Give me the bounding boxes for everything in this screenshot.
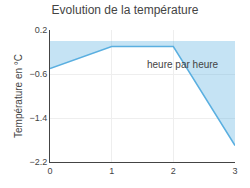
svg-text:1: 1 <box>109 166 114 176</box>
svg-text:0.2: 0.2 <box>35 25 48 35</box>
svg-text:−0.6: −0.6 <box>29 69 47 79</box>
svg-text:Température en °C: Température en °C <box>13 54 24 138</box>
svg-text:−1.4: −1.4 <box>29 113 47 123</box>
svg-text:0: 0 <box>47 166 52 176</box>
svg-text:3: 3 <box>232 166 237 176</box>
svg-text:heure par heure: heure par heure <box>147 59 219 70</box>
svg-text:−2.2: −2.2 <box>29 157 47 167</box>
svg-text:Evolution de la température: Evolution de la température <box>52 3 199 17</box>
svg-text:2: 2 <box>171 166 176 176</box>
